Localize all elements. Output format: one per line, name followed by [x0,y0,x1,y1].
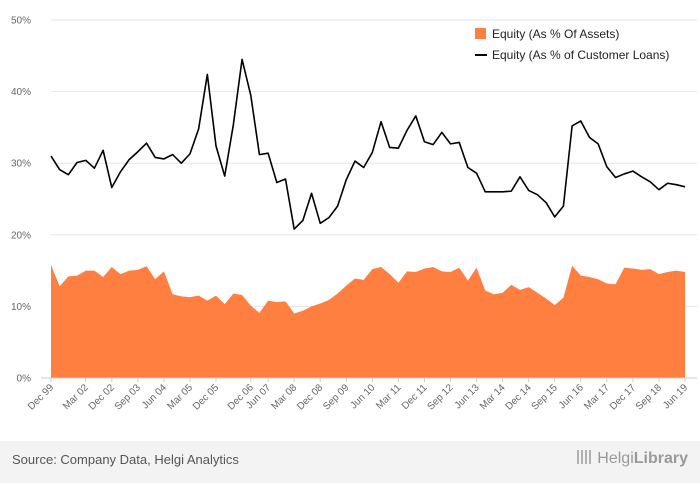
legend-swatch-equity-assets [475,28,486,39]
x-tick-label: Dec 99 [26,382,56,412]
x-tick-label: Sep 03 [113,382,143,412]
x-tick-label: Sep 18 [634,382,664,412]
y-tick-label: 40% [11,87,31,98]
y-axis-tick-labels: 0% 10% 20% 30% 40% 50% [11,16,31,385]
x-tick-label: Dec 08 [295,382,325,412]
brand-name-bold: Library [633,450,688,467]
brand-name-light: Helgi [597,450,634,467]
helgi-library-logo: HelgiLibrary [577,450,688,468]
x-tick-label: Dec 17 [608,382,638,412]
y-tick-label: 0% [17,374,32,385]
footer: Source: Company Data, Helgi Analytics He… [0,441,700,483]
x-tick-label: Mar 14 [478,382,508,412]
grid-lines [51,19,697,307]
x-tick-label: Dec 11 [400,382,430,412]
x-tick-label: Dec 05 [191,382,221,412]
x-tick-label: Mar 11 [374,382,404,412]
equity-loans-line-layer [50,58,686,230]
x-tick-label: Jun 04 [140,382,169,411]
x-tick-label: Mar 02 [61,382,91,412]
x-tick-label: Mar 05 [165,382,195,412]
x-tick-label: Mar 17 [582,382,612,412]
x-tick-label: Jun 13 [453,382,482,411]
library-logo-icon [577,450,594,464]
y-tick-label: 20% [11,230,31,241]
equity-assets-area [51,264,685,378]
y-tick-label: 50% [11,16,31,27]
x-tick-label: Dec 02 [87,382,117,412]
x-axis [41,377,697,382]
x-tick-label: Sep 09 [321,382,351,412]
equity-loans-line [50,58,686,230]
legend-label-equity-assets: Equity (As % Of Assets) [492,27,619,41]
y-tick-label: 30% [11,159,31,170]
legend: Equity (As % Of Assets) Equity (As % of … [475,27,669,62]
legend-label-equity-loans: Equity (As % of Customer Loans) [492,48,669,62]
x-tick-label: Sep 15 [530,382,560,412]
x-tick-label: Jun 16 [557,382,586,411]
x-tick-label: Dec 14 [504,382,534,412]
x-tick-label: Jun 19 [661,382,690,411]
x-tick-label: Jun 10 [348,382,377,411]
equity-assets-area-layer [51,264,685,378]
source-note: Source: Company Data, Helgi Analytics [12,452,239,467]
x-tick-label: Sep 12 [425,382,455,412]
x-tick-label: Mar 08 [270,382,300,412]
y-tick-label: 10% [11,302,31,313]
